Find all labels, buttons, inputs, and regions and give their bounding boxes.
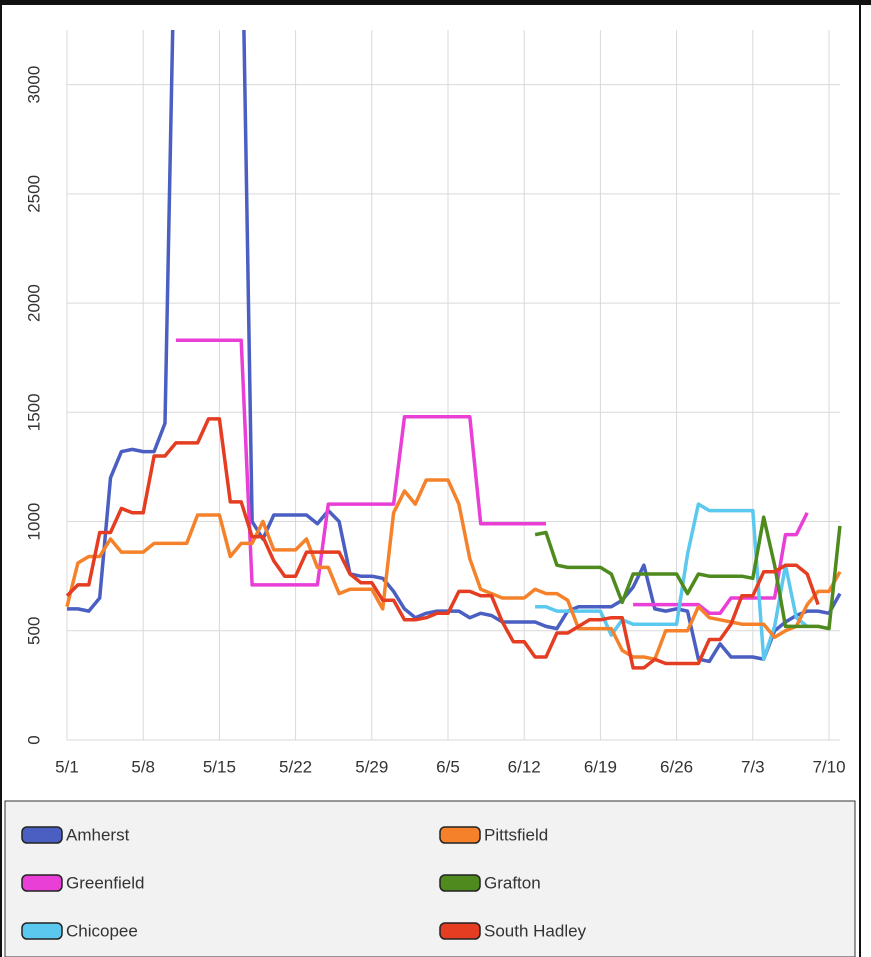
y-tick-label: 500 (24, 617, 43, 645)
x-tick-label: 5/22 (279, 757, 312, 776)
y-tick-label: 3000 (24, 66, 43, 104)
legend-label: Pittsfield (484, 825, 548, 844)
y-tick-label: 1500 (24, 393, 43, 431)
series-line (65, 417, 820, 670)
x-tick-label: 7/3 (741, 757, 765, 776)
x-tick-label: 6/26 (660, 757, 693, 776)
x-tick-label: 5/29 (355, 757, 388, 776)
series-line (67, 30, 842, 664)
series-line (534, 515, 842, 631)
legend-swatch (21, 874, 63, 892)
x-tick-label: 5/1 (55, 757, 79, 776)
y-tick-label: 1000 (24, 503, 43, 541)
series-line (535, 502, 809, 661)
legend-swatch (439, 826, 481, 844)
series-line (65, 478, 842, 661)
legend-label: Grafton (484, 873, 541, 892)
y-tick-label: 0 (24, 735, 43, 744)
top-border (0, 0, 871, 5)
legend-swatch (439, 874, 481, 892)
x-tick-label: 7/10 (812, 757, 845, 776)
x-tick-label: 6/19 (584, 757, 617, 776)
legend-swatch (21, 922, 63, 940)
legend-label: Amherst (66, 825, 130, 844)
legend-label: South Hadley (484, 921, 587, 940)
legend-label: Greenfield (66, 873, 144, 892)
y-tick-label: 2000 (24, 284, 43, 322)
legend-swatch (21, 826, 63, 844)
x-tick-label: 5/15 (203, 757, 236, 776)
legend-label: Chicopee (66, 921, 138, 940)
x-tick-label: 5/8 (131, 757, 155, 776)
plot-area (65, 30, 842, 670)
y-tick-label: 2500 (24, 175, 43, 213)
legend-area (4, 800, 856, 957)
legend-swatch (439, 922, 481, 940)
x-tick-label: 6/5 (436, 757, 460, 776)
x-tick-label: 6/12 (508, 757, 541, 776)
